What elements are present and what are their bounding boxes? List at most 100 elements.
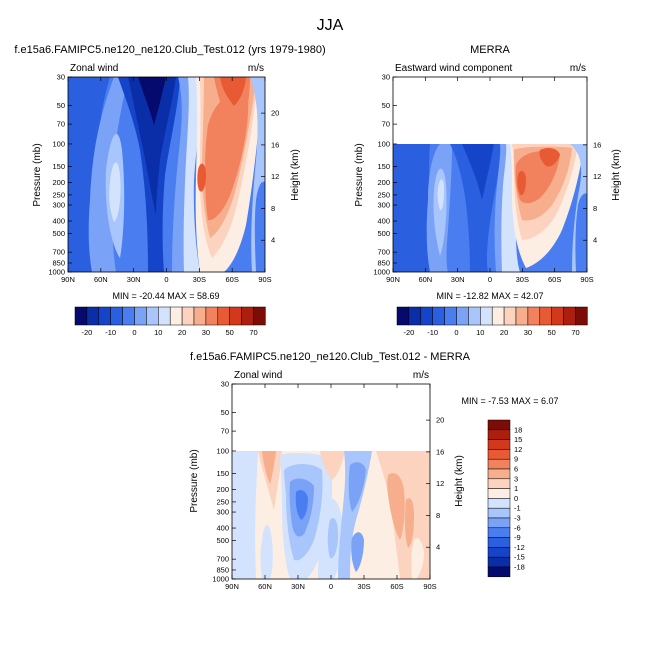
field-region bbox=[462, 144, 494, 200]
y-tick-label: 30 bbox=[221, 380, 229, 389]
field-region bbox=[320, 451, 345, 480]
colorbar-swatch bbox=[487, 507, 511, 519]
colorbar-label: 70 bbox=[249, 328, 257, 337]
contour-field bbox=[393, 144, 587, 272]
colorbar-swatch bbox=[487, 419, 511, 431]
units-label: m/s bbox=[413, 370, 429, 381]
colorbar-label: -1 bbox=[514, 504, 521, 513]
field-region bbox=[128, 77, 176, 215]
colorbar-swatch bbox=[551, 306, 564, 326]
x-tick-label: 90N bbox=[386, 275, 400, 284]
colorbar-label: 70 bbox=[571, 328, 579, 337]
contour-field bbox=[68, 77, 265, 272]
x-tick-label: 90S bbox=[580, 275, 593, 284]
x-tick-label: 0 bbox=[488, 275, 492, 284]
y-tick-label: 70 bbox=[57, 120, 65, 129]
y-tick-label: 50 bbox=[57, 101, 65, 110]
y2-tick-label: 16 bbox=[271, 140, 279, 149]
y2-tick-label: 12 bbox=[593, 172, 601, 181]
field-region bbox=[517, 170, 526, 196]
x-tick-label: 60N bbox=[258, 582, 272, 591]
y-axis-label: Pressure (mb) bbox=[354, 143, 365, 206]
y-tick-label: 700 bbox=[216, 555, 229, 564]
panel-merra: MERRA Eastward wind component m/s 90N 60N… bbox=[354, 44, 622, 337]
colorbar-swatch bbox=[241, 306, 254, 326]
y-tick-label: 50 bbox=[382, 101, 390, 110]
y2-tick-label: 4 bbox=[436, 543, 440, 552]
colorbar-swatch bbox=[487, 537, 511, 548]
field-region bbox=[437, 179, 444, 211]
colorbar-label: 15 bbox=[514, 435, 522, 444]
y-tick-label: 150 bbox=[377, 162, 390, 171]
colorbar-swatch bbox=[122, 306, 135, 326]
colorbar-label: -6 bbox=[514, 523, 521, 532]
y2-axis-label: Height (km) bbox=[454, 455, 465, 507]
units-label: m/s bbox=[570, 63, 586, 74]
panel-model: f.e15a6.FAMIPC5.ne120_ne120.Club_Test.01… bbox=[14, 44, 325, 337]
colorbar-label: 9 bbox=[514, 455, 518, 464]
field-region bbox=[539, 147, 560, 167]
stats-label: MIN = -12.82 MAX = 42.07 bbox=[436, 291, 543, 301]
y-tick-label: 850 bbox=[377, 258, 390, 267]
colorbar-swatch bbox=[480, 306, 493, 326]
colorbar-label: 3 bbox=[514, 474, 518, 483]
colorbar-swatch bbox=[468, 306, 481, 326]
field-region bbox=[387, 473, 405, 540]
colorbar-swatch bbox=[193, 306, 207, 326]
y-tick-label: 400 bbox=[52, 217, 65, 226]
axis-ticks: 90N 60N 30N 0 30S 60S 90S 30 50 70 100 150 200 250 300… bbox=[212, 380, 444, 592]
y-tick-label: 500 bbox=[377, 229, 390, 238]
colorbar-label: -20 bbox=[403, 328, 414, 337]
x-tick-label: 30N bbox=[291, 582, 305, 591]
colorbar-label: 12 bbox=[514, 445, 522, 454]
colorbar-swatch bbox=[158, 306, 171, 326]
colorbar-label: 0 bbox=[514, 494, 518, 503]
y-tick-label: 200 bbox=[216, 485, 229, 494]
colorbar-label: 0 bbox=[132, 328, 136, 337]
variable-label: Zonal wind bbox=[70, 63, 118, 74]
y-tick-label: 850 bbox=[52, 258, 65, 267]
colorbar-swatch bbox=[456, 306, 469, 326]
colorbar-swatch bbox=[487, 566, 511, 578]
y-tick-label: 300 bbox=[52, 201, 65, 210]
x-tick-label: 30N bbox=[127, 275, 141, 284]
x-tick-label: 60S bbox=[225, 275, 238, 284]
colorbar-swatch bbox=[539, 306, 552, 326]
colorbar-swatch bbox=[408, 306, 422, 326]
colorbar-label: 50 bbox=[226, 328, 234, 337]
field-region bbox=[404, 498, 414, 548]
field-region bbox=[232, 451, 258, 579]
colorbar-label: -12 bbox=[514, 543, 525, 552]
colorbar-label: -15 bbox=[514, 553, 525, 562]
colorbar-swatch bbox=[527, 306, 541, 326]
colorbar-swatch bbox=[146, 306, 159, 326]
field-region bbox=[260, 525, 273, 579]
x-tick-label: 60N bbox=[418, 275, 432, 284]
field-region bbox=[197, 163, 206, 192]
colorbar-label: 6 bbox=[514, 465, 518, 474]
colorbar-swatch bbox=[487, 556, 511, 568]
colorbar-label: 10 bbox=[476, 328, 484, 337]
colorbar-swatch bbox=[420, 306, 433, 326]
colorbar-label: 18 bbox=[514, 425, 522, 434]
y-tick-label: 150 bbox=[52, 162, 65, 171]
units-label: m/s bbox=[248, 63, 264, 74]
variable-label: Zonal wind bbox=[234, 370, 282, 381]
colorbar-swatch bbox=[217, 306, 230, 326]
y2-tick-label: 12 bbox=[436, 479, 444, 488]
colorbar-swatch bbox=[487, 498, 511, 509]
y-tick-label: 100 bbox=[216, 446, 229, 455]
y-tick-label: 200 bbox=[377, 178, 390, 187]
y-tick-label: 700 bbox=[52, 248, 65, 257]
field-region bbox=[295, 490, 308, 520]
x-tick-label: 0 bbox=[329, 582, 333, 591]
colorbar-label: 1 bbox=[514, 484, 518, 493]
y-tick-label: 400 bbox=[216, 524, 229, 533]
y-tick-label: 30 bbox=[382, 73, 390, 82]
colorbar-swatch bbox=[134, 306, 147, 326]
y-tick-label: 250 bbox=[52, 190, 65, 199]
y2-axis-label: Height (km) bbox=[290, 149, 301, 201]
colorbar-swatch bbox=[487, 527, 511, 538]
